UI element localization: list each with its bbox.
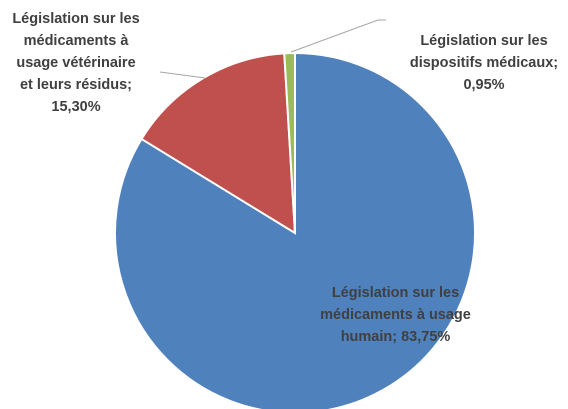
category: Législation sur les médicaments à usage … (320, 285, 471, 345)
slice (283, 51, 296, 234)
separator: ; (392, 329, 402, 345)
separator: ; (127, 77, 133, 93)
leader-line (290, 19, 386, 53)
value-label: 15,30% (51, 99, 101, 115)
leader-line (159, 71, 206, 79)
slice (140, 52, 297, 235)
category: Législation sur les médicaments à usage … (12, 11, 140, 93)
category: Législation sur les dispositifs médicaux (409, 33, 554, 71)
value-label: 83,75% (401, 329, 451, 345)
separator: ; (553, 55, 559, 71)
slices (114, 51, 476, 409)
value-label: 0,95% (463, 77, 505, 93)
slice (114, 51, 476, 409)
slice-label: Législation sur les médicaments à usage … (298, 282, 493, 348)
slice-label: Législation sur les dispositifs médicaux… (398, 30, 568, 96)
slice-label: Législation sur les médicaments à usage … (10, 8, 142, 118)
